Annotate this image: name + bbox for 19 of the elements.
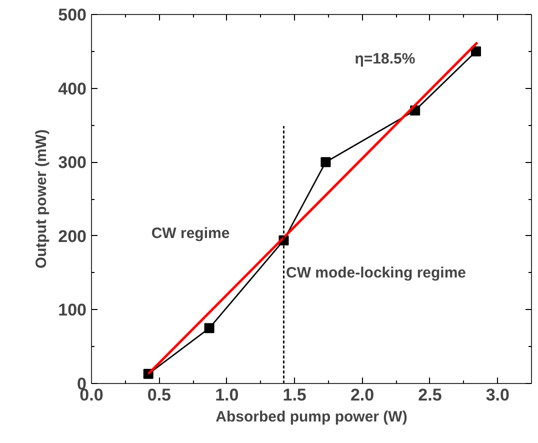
point — [320, 157, 331, 168]
annotation: CW regime — [151, 225, 230, 242]
x-tick-label: 2.0 — [350, 386, 374, 404]
annotation: CW mode-locking regime — [286, 264, 466, 282]
x-tick-label: 1.0 — [215, 386, 239, 404]
y-tick-label: 500 — [58, 6, 87, 24]
point — [204, 323, 214, 334]
point — [470, 46, 481, 56]
x-tick-label: 0.5 — [147, 386, 172, 404]
x-axis-title: Absorbed pump power (W) — [216, 408, 408, 426]
y-axis-title: Output power (mW) — [33, 129, 50, 269]
y-tick-label: 100 — [58, 300, 87, 320]
y-tick-label: 200 — [58, 226, 87, 246]
x-tick-label: 1.5 — [282, 386, 306, 404]
y-tick-label: 400 — [58, 79, 87, 98]
x-tick-label: 3.0 — [486, 386, 510, 404]
x-tick-label: 2.5 — [418, 386, 442, 404]
annotation: η=18.5% — [354, 50, 416, 68]
y-tick-label: 300 — [58, 153, 87, 172]
